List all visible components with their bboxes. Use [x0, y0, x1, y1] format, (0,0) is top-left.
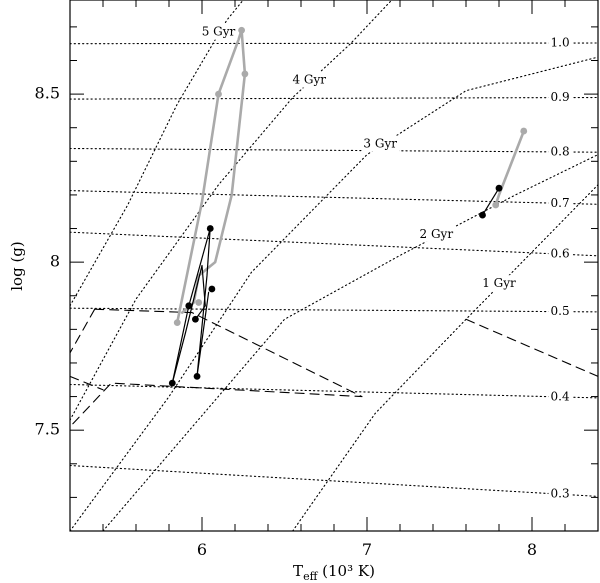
x-axis-label-main: T [293, 562, 303, 580]
mass-label-0.9-backdrop [548, 89, 572, 106]
mass-label-0.3-backdrop [548, 485, 572, 502]
isochrone-1-Gyr [292, 184, 598, 531]
mass-label-1.0: 1.0 [551, 36, 570, 50]
mass-label-0.7: 0.7 [551, 196, 570, 210]
mass-track-0.5 [70, 307, 598, 313]
x-axis-label-subscript: eff [303, 570, 319, 583]
mass-label-0.4-backdrop [548, 388, 572, 405]
gray-marker [173, 319, 181, 327]
mass-label-0.7-backdrop [548, 194, 572, 211]
dashed-boundary-1 [70, 308, 96, 354]
black-marker [185, 302, 193, 310]
x-tick-label: 6 [197, 540, 207, 559]
mass-label-1.0-backdrop [548, 34, 572, 51]
dashed-boundary-3 [70, 375, 104, 391]
isochrone-label-2-Gyr: 2 Gyr [420, 227, 454, 241]
isochrone-3-Gyr [70, 56, 598, 531]
gray-marker [492, 201, 500, 209]
mass-label-0.6: 0.6 [551, 247, 570, 261]
mass-track-0.6 [70, 231, 598, 257]
gray-track-2 [494, 129, 526, 207]
mass-track-0.7 [70, 190, 598, 205]
black-track-1 [171, 264, 206, 384]
isochrone-label-2-Gyr-backdrop [417, 225, 456, 242]
black-marker [206, 225, 214, 232]
isochrone-and-track-layer [70, 0, 598, 531]
mass-label-0.8-backdrop [548, 143, 572, 160]
y-tick-label: 7.5 [35, 420, 60, 439]
isochrone-label-1-Gyr-backdrop [480, 275, 519, 292]
x-axis-label: Teff (10³ K) [293, 562, 375, 583]
x-axis-label-units: (10³ K) [317, 562, 375, 580]
gray-marker [215, 90, 222, 98]
mass-label-0.5: 0.5 [551, 304, 570, 318]
y-tick-label: 8.5 [35, 84, 60, 103]
isochrone-label-4-Gyr-backdrop [290, 71, 329, 88]
mass-track-1.0 [70, 42, 598, 45]
isochrone-label-1-Gyr: 1 Gyr [482, 276, 516, 290]
dashed-boundary-2 [70, 308, 363, 428]
black-track-3 [481, 187, 500, 216]
isochrone-label-3-Gyr: 3 Gyr [363, 137, 397, 151]
mass-track-0.3 [70, 464, 598, 497]
mass-label-0.3: 0.3 [551, 487, 570, 501]
gray-marker [195, 299, 203, 306]
x-tick-label: 8 [527, 540, 537, 559]
black-marker [168, 379, 176, 387]
mass-track-0.9 [70, 96, 598, 100]
black-track-2 [171, 227, 211, 384]
black-marker [193, 373, 201, 380]
y-tick-label: 8 [50, 252, 60, 271]
mass-label-0.8: 0.8 [551, 144, 570, 158]
dashed-boundary-4 [465, 318, 598, 377]
curve-label-layer: 1.0 0.9 0.8 0.7 0.6 0.5 0.4 0.3 1 Gyr 2 Gyr 3 Gyr 4… [199, 23, 572, 502]
mass-label-0.9: 0.9 [551, 90, 570, 104]
axis-ticks: 6 7 8 7.5 8 8.5 [35, 0, 599, 559]
gray-track-1 [175, 28, 247, 324]
isochrone-2-Gyr [102, 154, 598, 531]
isochrone-4-Gyr [70, 0, 393, 421]
isochrone-label-5-Gyr: 5 Gyr [202, 25, 236, 39]
data-track-layer [168, 26, 528, 387]
gray-marker [241, 70, 249, 78]
mass-label-0.5-backdrop [548, 303, 572, 320]
isochrone-5-Gyr [70, 0, 244, 307]
isochrone-label-5-Gyr-backdrop [199, 23, 238, 40]
gray-marker [520, 127, 528, 135]
mass-label-0.4: 0.4 [551, 389, 570, 403]
y-axis-label: log (g) [8, 241, 26, 291]
black-marker [208, 285, 216, 293]
black-marker [192, 315, 199, 323]
mass-track-0.8 [70, 147, 598, 153]
black-marker [479, 211, 486, 219]
x-tick-label: 7 [362, 540, 372, 559]
isochrone-label-3-Gyr-backdrop [361, 135, 400, 152]
mass-track-0.4 [70, 383, 598, 399]
isochrone-label-4-Gyr: 4 Gyr [292, 73, 326, 87]
black-marker [495, 184, 503, 192]
gray-marker [238, 26, 246, 34]
mass-label-0.6-backdrop [548, 245, 572, 262]
